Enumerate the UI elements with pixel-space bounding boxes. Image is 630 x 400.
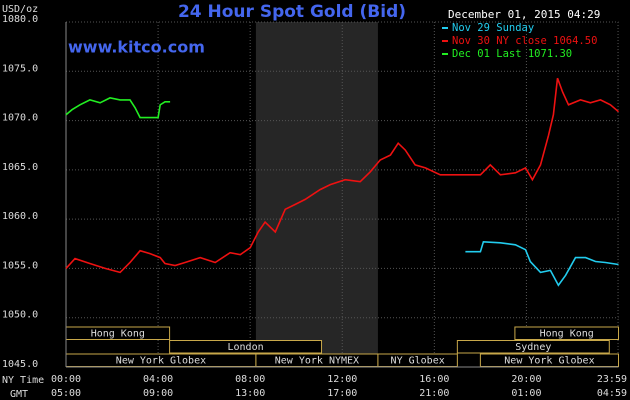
x-axis-label: NY Time	[2, 375, 44, 386]
date-label: December 01, 2015 04:29	[448, 8, 600, 21]
x2-tick-label: 17:00	[327, 388, 357, 399]
x-tick-label: 00:00	[51, 374, 81, 385]
y-tick-label: 1045.0	[2, 359, 38, 370]
y-tick-label: 1050.0	[2, 310, 38, 321]
session-label: Hong Kong	[540, 329, 594, 340]
x2-tick-label: 13:00	[235, 388, 265, 399]
series-line	[65, 77, 620, 274]
x-tick-label: 20:00	[511, 374, 541, 385]
y-tick-label: 1055.0	[2, 260, 38, 271]
session-shade	[255, 22, 378, 367]
x2-tick-label: 21:00	[419, 388, 449, 399]
series-line	[465, 240, 619, 287]
y-tick-label: 1070.0	[2, 113, 38, 124]
background-layer	[65, 21, 619, 368]
series-line	[65, 97, 171, 119]
session-label: Hong Kong	[91, 329, 145, 340]
session-label: New York Globex	[116, 356, 206, 367]
x-axis-label: GMT	[10, 389, 28, 400]
session-label: Sydney	[515, 342, 551, 353]
legend-label: Nov 30 NY close 1064.50	[452, 35, 597, 47]
session-label: New York NYMEX	[275, 356, 359, 367]
x2-tick-label: 04:59	[597, 388, 627, 399]
y-tick-label: 1080.0	[2, 14, 38, 25]
unit-label: USD/oz	[2, 4, 38, 15]
x-tick-label: 12:00	[327, 374, 357, 385]
watermark: www.kitco.com	[68, 38, 205, 57]
x-tick-label: 04:00	[143, 374, 173, 385]
legend-label: Dec 01 Last 1071.30	[452, 48, 572, 60]
x-tick-label: 08:00	[235, 374, 265, 385]
x-tick-label: 23:59	[597, 374, 627, 385]
session-box	[514, 326, 619, 340]
x2-tick-label: 09:00	[143, 388, 173, 399]
x2-tick-label: 05:00	[51, 388, 81, 399]
y-tick-label: 1065.0	[2, 162, 38, 173]
session-box	[456, 340, 610, 354]
y-tick-label: 1075.0	[2, 63, 38, 74]
x2-tick-label: 01:00	[511, 388, 541, 399]
session-label: New York Globex	[504, 356, 594, 367]
chart-title: 24 Hour Spot Gold (Bid)	[178, 2, 406, 22]
session-label: NY Globex	[391, 356, 445, 367]
session-label: London	[228, 342, 264, 353]
legend-label: Nov 29 Sunday	[452, 22, 534, 34]
session-box	[169, 340, 323, 354]
y-tick-label: 1060.0	[2, 211, 38, 222]
x-tick-label: 16:00	[419, 374, 449, 385]
